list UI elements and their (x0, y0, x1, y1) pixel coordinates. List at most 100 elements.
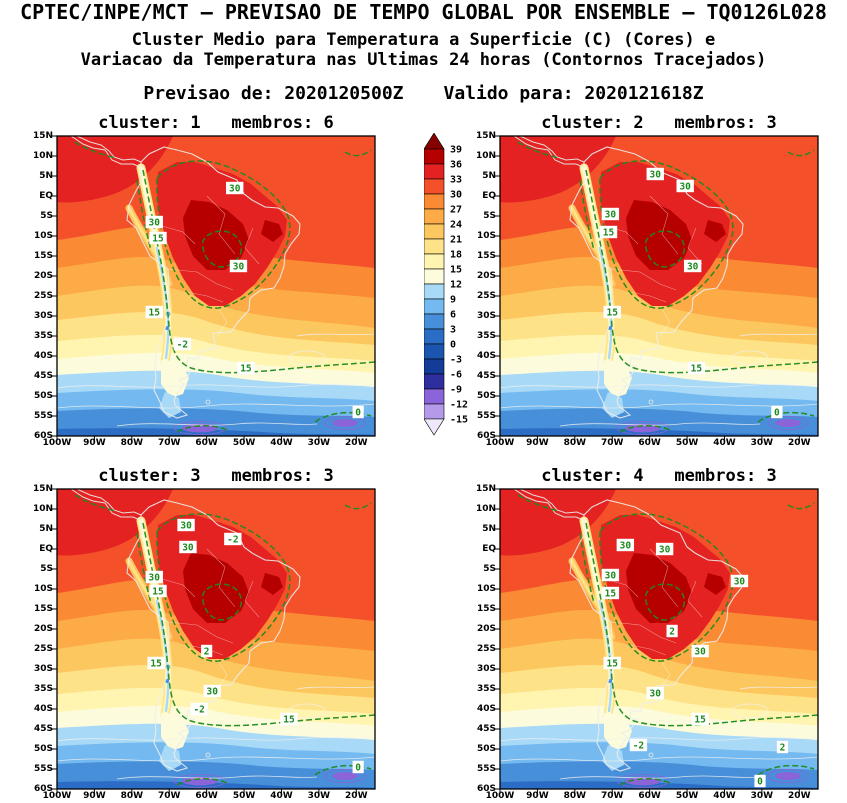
svg-text:0: 0 (355, 407, 361, 418)
lat-tick-label: EQ (482, 544, 496, 554)
contour-label: 30 (616, 538, 635, 551)
lat-tick-label: 55S (33, 764, 53, 774)
contour-label: 30 (179, 540, 197, 553)
lon-tick-label: 20W (788, 791, 811, 801)
contour-label: 2 (666, 624, 678, 637)
svg-text:15: 15 (283, 714, 295, 725)
contour-label: 15 (147, 656, 165, 669)
svg-text:2: 2 (780, 742, 786, 753)
lon-tick-label: 40W (270, 438, 293, 448)
coastline (569, 146, 744, 419)
contour-label: 15 (603, 656, 621, 669)
lat-tick-label: 5N (482, 524, 496, 534)
svg-text:15: 15 (150, 658, 162, 669)
lon-tick-label: 20W (345, 438, 368, 448)
map-fill-layers (57, 136, 375, 436)
lat-tick-label: 15S (476, 604, 496, 614)
coastline (569, 499, 744, 772)
colorbar-level-label: -6 (450, 370, 462, 381)
map-svg-cluster-4: 30 30 30 15 30 2 30 15 30 15 -2 2 0 (495, 488, 819, 794)
lat-tick-label: 25S (33, 291, 53, 301)
panel-title-cluster-2: cluster: 2 membros: 3 (541, 113, 777, 133)
svg-text:30: 30 (605, 209, 617, 220)
lon-tick-label: 90W (83, 438, 106, 448)
lon-tick-label: 30W (307, 438, 331, 448)
svg-text:30: 30 (182, 542, 194, 553)
issued-label: Previsao de: (143, 83, 274, 104)
contour-label: 30 (203, 684, 221, 697)
contour-label: 30 (646, 167, 664, 180)
lon-tick-label: 40W (713, 438, 736, 448)
lat-tick-label: 10N (475, 151, 496, 161)
lon-tick-label: 100W (485, 438, 515, 448)
lat-tick-label: 35S (476, 684, 496, 694)
temperature-colorbar: 39 36 33 30 27 24 21 18 15 12 9 6 3 0 -3 -6 -9 -12 -15 (423, 132, 484, 439)
colorbar-level-label: -9 (450, 385, 462, 396)
map-fill-layers (57, 489, 375, 789)
svg-text:30: 30 (659, 544, 671, 555)
issued-value: 2020120500Z (284, 83, 404, 104)
lat-tick-label: 55S (33, 411, 53, 421)
lat-tick-label: 40S (33, 704, 53, 714)
lat-tick-label: 40S (476, 351, 496, 361)
colorbar-level-label: 36 (450, 160, 462, 171)
colorbar-level-label: 18 (450, 250, 462, 261)
svg-text:-2: -2 (633, 740, 644, 751)
contour-label: 2 (776, 740, 789, 753)
lat-tick-label: 45S (476, 371, 496, 381)
panel-title-cluster-1: cluster: 1 membros: 6 (98, 113, 334, 133)
lon-tick-label: 100W (42, 791, 72, 801)
lat-tick-label: 15S (33, 251, 53, 261)
svg-text:30: 30 (687, 261, 699, 272)
lon-tick-label: 70W (158, 791, 181, 801)
contour-label: 15 (599, 225, 618, 238)
contour-label: 30 (601, 568, 620, 581)
lat-tick-label: 45S (33, 371, 53, 381)
lat-tick-label: 60S (33, 431, 53, 441)
map-cluster-2: 30 30 30 15 30 15 15 0 (495, 135, 819, 441)
contour-label: 30 (646, 686, 664, 699)
lat-tick-label: 55S (476, 764, 496, 774)
svg-text:15: 15 (603, 227, 615, 238)
svg-text:15: 15 (694, 714, 706, 725)
map-cluster-1: 30 30 15 30 15 -2 15 0 (52, 135, 376, 441)
panel-title-cluster-3: cluster: 3 membros: 3 (98, 466, 334, 486)
lat-tick-label: 30S (33, 311, 53, 321)
svg-text:2: 2 (204, 646, 210, 657)
colorbar-level-label: 27 (450, 205, 462, 216)
lon-tick-label: 60W (195, 438, 218, 448)
svg-text:30: 30 (679, 181, 691, 192)
lon-tick-label: 60W (638, 438, 661, 448)
lat-tick-label: 50S (33, 744, 53, 754)
svg-text:-2: -2 (177, 339, 188, 350)
map-cluster-4: 30 30 30 15 30 2 30 15 30 15 -2 2 0 (495, 488, 819, 794)
contour-label: 0 (771, 405, 783, 418)
svg-text:30: 30 (149, 217, 161, 228)
lat-tick-label: 5N (39, 171, 53, 181)
lon-tick-label: 20W (788, 438, 811, 448)
lat-tick-label: 20S (476, 624, 496, 634)
svg-text:15: 15 (240, 363, 252, 374)
colorbar-level-label: 21 (450, 235, 462, 246)
lat-tick-label: 60S (476, 784, 496, 794)
contour-label: 0 (352, 760, 364, 773)
lat-tick-label: 25S (33, 644, 53, 654)
lat-tick-label: 5S (483, 564, 496, 574)
lon-tick-label: 30W (307, 791, 331, 801)
lat-tick-label: 50S (476, 744, 496, 754)
map-svg-cluster-1: 30 30 15 30 15 -2 15 0 (52, 135, 376, 441)
map-svg-cluster-2: 30 30 30 15 30 15 15 0 (495, 135, 819, 441)
contour-label: 30 (676, 179, 694, 192)
lat-tick-label: 45S (476, 724, 496, 734)
svg-text:-2: -2 (193, 704, 204, 715)
lon-tick-label: 70W (601, 791, 624, 801)
svg-text:0: 0 (355, 762, 361, 773)
svg-text:30: 30 (694, 646, 706, 657)
contour-label: 0 (754, 774, 766, 787)
lat-tick-label: 15N (475, 484, 496, 494)
svg-text:15: 15 (607, 307, 619, 318)
page-title: CPTEC/INPE/MCT — PREVISAO DE TEMPO GLOBA… (20, 0, 827, 24)
lat-tick-label: 10N (32, 151, 53, 161)
contour-label: 15 (601, 586, 620, 599)
